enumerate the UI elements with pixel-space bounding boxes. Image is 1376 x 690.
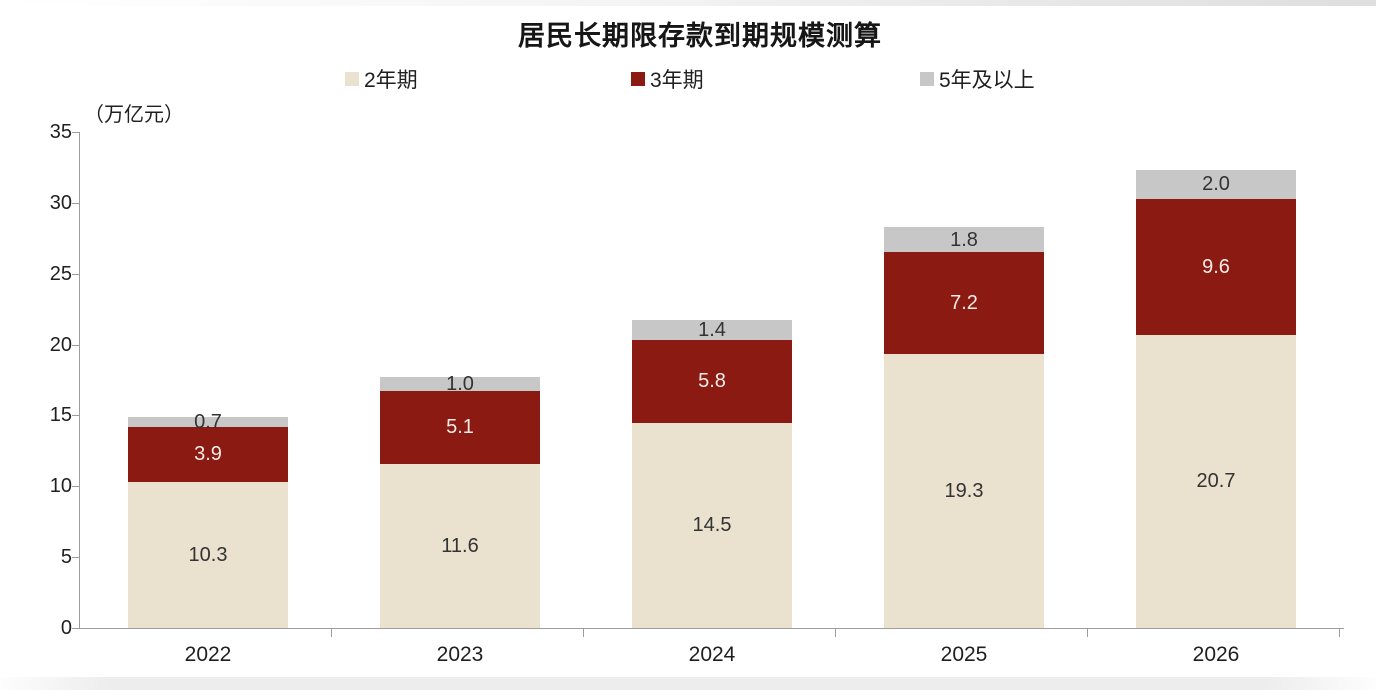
y-axis-tick (72, 132, 79, 133)
y-axis-unit-label: （万亿元） (84, 104, 184, 126)
bar-segment: 19.3 (884, 354, 1044, 628)
bar-segment: 0.7 (128, 411, 288, 433)
bar-value-label: 11.6 (441, 534, 479, 557)
x-axis-tick (583, 629, 584, 637)
x-axis-tick (1339, 629, 1340, 637)
bar-segment: 1.4 (632, 319, 792, 342)
x-axis-tick-label: 2025 (940, 643, 988, 666)
x-axis-tick-label: 2026 (1192, 643, 1240, 666)
y-axis-tick (72, 344, 79, 346)
y-axis-tick (72, 557, 79, 559)
legend-swatch-icon (345, 72, 359, 86)
bar-value-label: 7.2 (950, 292, 978, 315)
y-axis-tick-label: 20 (49, 333, 72, 356)
bar-value-label: 1.4 (698, 319, 726, 342)
y-axis-tick (72, 628, 79, 629)
page-top-edge (0, 0, 1376, 6)
bar-value-label: 2.0 (1202, 173, 1230, 196)
y-axis-tick-label: 35 (49, 121, 72, 143)
bar-segment: 1.8 (884, 226, 1044, 253)
legend-swatch-icon (920, 72, 934, 86)
bar-value-label: 5.8 (698, 370, 726, 393)
bar-segment: 7.2 (884, 252, 1044, 355)
legend-swatch-icon (631, 72, 645, 86)
y-axis-tick (72, 273, 79, 275)
bar-value-label: 9.6 (1202, 255, 1230, 278)
y-axis-line (79, 132, 80, 629)
x-axis-tick-label: 2022 (184, 643, 232, 666)
x-axis-tick (1087, 629, 1088, 637)
bar-value-label: 20.7 (1196, 470, 1236, 493)
bar-segment: 3.9 (128, 426, 288, 483)
x-axis-tick (331, 629, 332, 637)
plot-area: 0 5 10 15 20 25 30 35 2022 10.3 3.9 0.7 2023 11.6 5.1 1… (50, 121, 1344, 666)
bar-segment: 2.0 (1136, 170, 1296, 199)
legend-label: 5年及以上 (939, 69, 1035, 92)
bar-segment: 11.6 (380, 463, 540, 628)
y-axis-tick-label: 25 (49, 262, 72, 285)
legend-label: 3年期 (650, 69, 704, 92)
x-axis-tick-label: 2024 (688, 643, 736, 666)
bar-value-label: 1.8 (950, 228, 978, 251)
page-bottom-edge (0, 677, 1376, 690)
bar-segment: 5.1 (380, 391, 540, 464)
y-axis-tick-label: 10 (49, 475, 72, 498)
bar-value-label: 3.9 (194, 443, 222, 466)
y-axis-tick-label: 5 (60, 546, 72, 569)
x-axis-tick (835, 629, 836, 637)
y-axis-tick-label: 30 (49, 191, 72, 214)
y-axis-tick-label: 0 (60, 617, 72, 639)
y-axis-tick (72, 486, 79, 488)
bar-value-label: 1.0 (446, 373, 474, 396)
legend-item: 3年期 (631, 66, 704, 92)
bar-value-label: 19.3 (944, 480, 984, 503)
x-axis-line (79, 628, 1344, 629)
chart-title: 居民长期限存款到期规模测算 (518, 21, 882, 51)
bar-segment: 20.7 (1136, 334, 1296, 628)
bar-segment: 10.3 (128, 482, 288, 628)
y-axis-tick (72, 202, 79, 204)
x-axis-tick-label: 2023 (436, 643, 484, 666)
bar-segment: 14.5 (632, 422, 792, 628)
bar-segment: 5.8 (632, 340, 792, 423)
legend-item: 2年期 (345, 66, 418, 92)
y-axis-tick (72, 415, 79, 417)
bar-segment: 9.6 (1136, 198, 1296, 335)
bar-value-label: 5.1 (446, 416, 474, 439)
bar-value-label: 14.5 (692, 514, 732, 537)
bar-value-label: 10.3 (188, 544, 228, 566)
bar-segment: 1.0 (380, 373, 540, 395)
y-axis-tick-label: 15 (49, 404, 72, 427)
legend-item: 5年及以上 (920, 66, 1035, 92)
bar-value-label: 0.7 (194, 410, 222, 433)
legend-label: 2年期 (364, 69, 418, 92)
